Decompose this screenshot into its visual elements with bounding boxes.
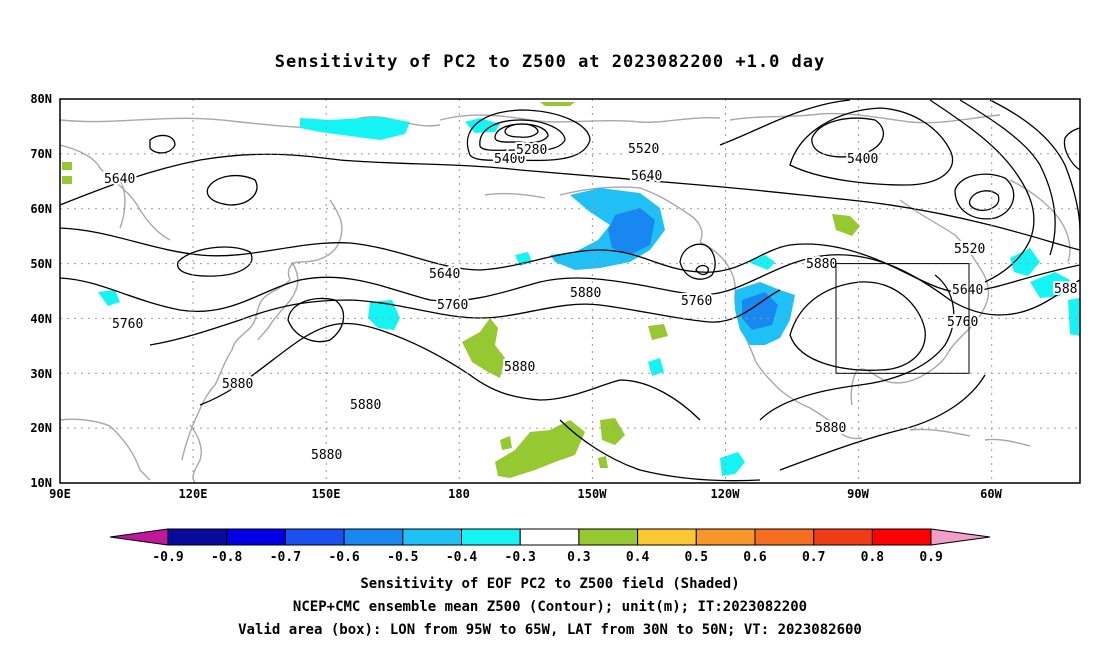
lon-label: 150E xyxy=(312,487,341,501)
colorbar-tick-label: -0.8 xyxy=(211,550,242,565)
longitude-axis: 90E 120E 150E 180 150W 120W 90W 60W xyxy=(49,487,1002,501)
lon-label: 60W xyxy=(980,487,1002,501)
contour-labels: 5640 5760 5880 5400 5280 5520 5640 5640 … xyxy=(102,140,1079,465)
colorbar-bin xyxy=(637,528,697,546)
lat-label: 70N xyxy=(30,147,52,161)
colorbar-tick-label: 0.8 xyxy=(861,550,885,565)
lat-label: 20N xyxy=(30,421,52,435)
colorbar-bin xyxy=(167,528,228,546)
contour-label: 5880 xyxy=(815,421,846,436)
colorbar-bin xyxy=(695,528,756,546)
contour-label: 5640 xyxy=(952,283,983,298)
graticule xyxy=(60,99,1080,483)
colorbar-bin xyxy=(754,528,815,546)
lat-label: 10N xyxy=(30,476,52,490)
lat-label: 40N xyxy=(30,312,52,326)
colorbar-bin xyxy=(284,528,345,546)
colorbar-bin xyxy=(871,528,932,546)
colorbar-bin xyxy=(226,528,286,546)
contour-label: 5880 xyxy=(504,360,535,375)
lat-label: 30N xyxy=(30,367,52,381)
lat-label: 60N xyxy=(30,202,52,216)
contour-label: 5640 xyxy=(429,267,460,282)
colorbar-bin xyxy=(343,528,404,546)
colorbar-bin xyxy=(461,528,521,546)
contour-label: 5880 xyxy=(311,448,342,463)
colorbar-tick-label: 0.9 xyxy=(919,550,942,565)
lon-label: 90E xyxy=(49,487,71,501)
caption-line-2: NCEP+CMC ensemble mean Z500 (Contour); u… xyxy=(293,599,807,615)
contour-label: 5520 xyxy=(628,142,659,157)
valid-area-box xyxy=(835,263,970,374)
map-frame xyxy=(59,98,1081,484)
lon-label: 120W xyxy=(711,487,741,501)
z500-contours xyxy=(60,99,1080,482)
colorbar-tick-label: 0.5 xyxy=(685,550,708,565)
colorbar-tick-label: -0.6 xyxy=(328,550,359,565)
lon-label: 90W xyxy=(847,487,869,501)
lon-label: 180 xyxy=(448,487,470,501)
map-panel: 5640 5760 5880 5400 5280 5520 5640 5640 … xyxy=(30,92,1081,501)
colorbar-bin xyxy=(813,528,873,546)
colorbar-tick-label: -0.7 xyxy=(270,550,301,565)
lat-label: 50N xyxy=(30,257,52,271)
colorbar-upper-triangle xyxy=(930,528,991,546)
colorbar-tick-label: 0.6 xyxy=(743,550,767,565)
caption-line-3: Valid area (box): LON from 95W to 65W, L… xyxy=(238,622,862,638)
colorbar-tick-label: 0.4 xyxy=(626,550,650,565)
colorbar-tick-label: 0.3 xyxy=(567,550,590,565)
coastlines xyxy=(60,112,1071,483)
colorbar: -0.9 -0.8 -0.7 -0.6 -0.5 -0.4 -0.3 0.3 0.4 0.5 0.6… xyxy=(109,528,991,565)
caption-line-1: Sensitivity of EOF PC2 to Z500 field (Sh… xyxy=(360,576,739,592)
colorbar-bin xyxy=(578,528,639,546)
colorbar-tick-label: -0.3 xyxy=(505,550,536,565)
contour-label: 5880 xyxy=(350,398,381,413)
lat-label: 80N xyxy=(30,92,52,106)
lon-label: 150W xyxy=(578,487,608,501)
colorbar-tick-label: -0.5 xyxy=(387,550,418,565)
map-background xyxy=(60,99,1080,483)
colorbar-bins xyxy=(167,528,932,546)
colorbar-tick-label: 0.7 xyxy=(802,550,825,565)
colorbar-tick-label: -0.4 xyxy=(446,550,477,565)
contour-label: 5640 xyxy=(631,169,662,184)
contour-label: 5760 xyxy=(681,294,712,309)
contour-label: 5880 xyxy=(222,377,253,392)
map-title: Sensitivity of PC2 to Z500 at 2023082200… xyxy=(275,52,826,72)
contour-label: 5880 xyxy=(806,257,837,272)
contour-label: 5280 xyxy=(516,143,547,158)
contour-label: 5400 xyxy=(847,152,878,167)
colorbar-tick-labels: -0.9 -0.8 -0.7 -0.6 -0.5 -0.4 -0.3 0.3 0.4 0.5 0.6… xyxy=(152,550,942,565)
colorbar-bin xyxy=(519,528,580,546)
contour-label: 5760 xyxy=(112,317,143,332)
latitude-axis: 80N 70N 60N 50N 40N 30N 20N 10N xyxy=(30,92,52,490)
contour-label: 5640 xyxy=(104,172,135,187)
colorbar-bin xyxy=(402,528,462,546)
contour-label: 5400 xyxy=(494,152,525,167)
contour-label: 588 xyxy=(1054,282,1077,297)
contour-label: 5760 xyxy=(947,315,978,330)
contour-label: 5520 xyxy=(954,242,985,257)
colorbar-lower-triangle xyxy=(109,528,169,546)
contour-label: 5760 xyxy=(437,298,468,313)
colorbar-tick-label: -0.9 xyxy=(152,550,183,565)
lon-label: 120E xyxy=(179,487,208,501)
contour-label: 5880 xyxy=(570,286,601,301)
shaded-sensitivity xyxy=(62,102,1080,478)
